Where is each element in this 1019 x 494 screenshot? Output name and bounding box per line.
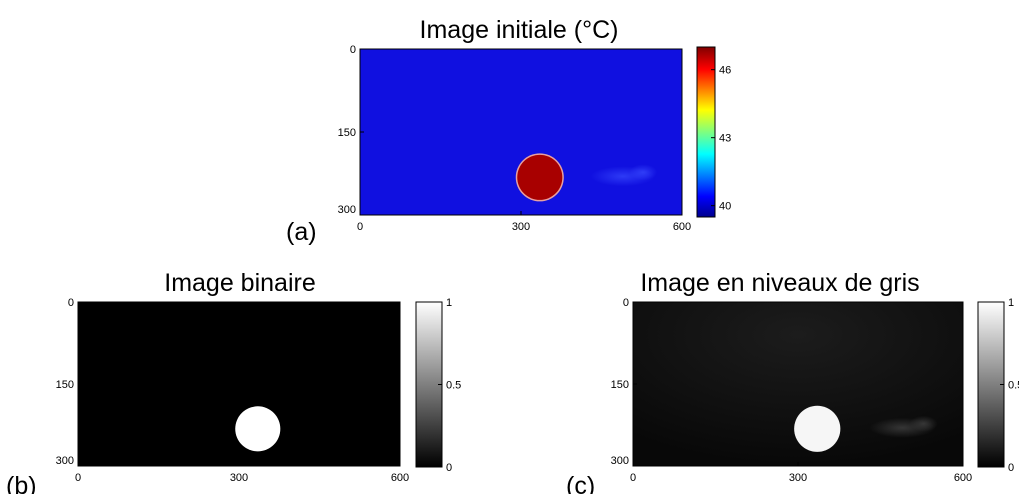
hot-spot — [517, 154, 563, 200]
colorbar-tick-label: 0.5 — [1008, 380, 1019, 392]
x-tick-label: 300 — [512, 221, 530, 233]
y-tick-label: 300 — [611, 455, 629, 467]
y-tick-label: 150 — [56, 379, 74, 391]
y-tick-label: 300 — [56, 455, 74, 467]
x-tick-label: 300 — [789, 472, 807, 484]
panel-label: (a) — [286, 218, 317, 246]
x-tick-label: 600 — [954, 472, 972, 484]
colorbar — [977, 301, 1005, 468]
y-tick-label: 0 — [350, 44, 356, 56]
x-tick-label: 0 — [75, 472, 81, 484]
panel-c: Image en niveaux de gris(c) 0 300 600015030… — [566, 269, 1019, 494]
colorbar-tick-label: 43 — [719, 133, 731, 145]
x-tick-label: 600 — [673, 221, 691, 233]
colorbar-tick-label: 40 — [719, 201, 731, 213]
y-tick-label: 0 — [623, 297, 629, 309]
chart-title: Image en niveaux de gris — [640, 269, 919, 297]
x-tick-label: 0 — [630, 472, 636, 484]
x-tick-label: 300 — [230, 472, 248, 484]
colorbar — [696, 46, 716, 218]
image-background — [78, 302, 400, 466]
x-tick-label: 600 — [391, 472, 409, 484]
x-tick-label: 0 — [357, 221, 363, 233]
y-tick-label: 150 — [611, 379, 629, 391]
colorbar — [415, 301, 443, 468]
colorbar-tick-label: 1 — [446, 297, 452, 309]
hot-spot — [794, 405, 841, 452]
panel-label: (c) — [566, 472, 595, 494]
y-tick-label: 300 — [338, 204, 356, 216]
warm-spot — [909, 415, 938, 432]
y-tick-label: 150 — [338, 127, 356, 139]
colorbar-tick-label: 0.5 — [446, 380, 461, 392]
colorbar-tick-label: 1 — [1008, 297, 1014, 309]
hot-spot — [235, 406, 281, 452]
colorbar-tick-label: 0 — [1008, 462, 1014, 474]
colorbar-tick-label: 46 — [719, 65, 731, 77]
chart-title: Image binaire — [164, 269, 315, 297]
panel-label: (b) — [6, 472, 37, 494]
y-tick-label: 0 — [68, 297, 74, 309]
chart-title: Image initiale (°C) — [420, 16, 619, 44]
warm-spot — [629, 164, 658, 181]
colorbar-tick-label: 0 — [446, 462, 452, 474]
